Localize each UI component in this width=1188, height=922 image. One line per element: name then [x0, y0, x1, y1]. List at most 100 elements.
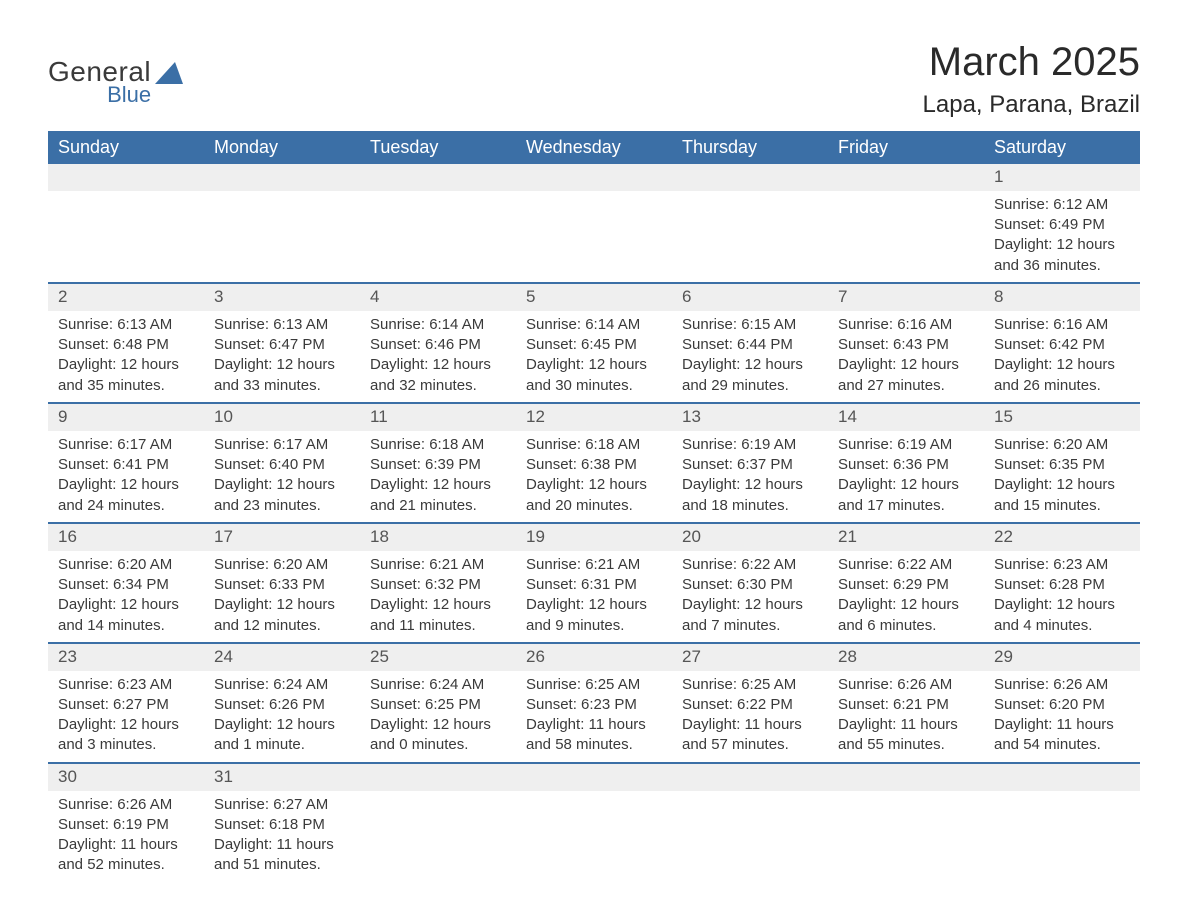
day-d1: Daylight: 12 hours: [58, 475, 194, 495]
day-d2: and 36 minutes.: [994, 256, 1130, 276]
day-number-cell: 13: [672, 403, 828, 431]
day-sunrise: Sunrise: 6:15 AM: [682, 315, 818, 335]
logo: General Blue: [48, 58, 183, 106]
day-details-cell: Sunrise: 6:21 AMSunset: 6:32 PMDaylight:…: [360, 551, 516, 643]
day-details-cell: [672, 791, 828, 882]
day-number-cell: [360, 164, 516, 191]
day-d2: and 51 minutes.: [214, 855, 350, 875]
day-sunset: Sunset: 6:42 PM: [994, 335, 1130, 355]
day-sunrise: Sunrise: 6:22 AM: [838, 555, 974, 575]
day-details-row: Sunrise: 6:13 AMSunset: 6:48 PMDaylight:…: [48, 311, 1140, 403]
day-sunset: Sunset: 6:23 PM: [526, 695, 662, 715]
day-sunrise: Sunrise: 6:24 AM: [214, 675, 350, 695]
day-sunset: Sunset: 6:36 PM: [838, 455, 974, 475]
day-sunset: Sunset: 6:48 PM: [58, 335, 194, 355]
day-number-cell: 4: [360, 283, 516, 311]
day-details-cell: Sunrise: 6:17 AMSunset: 6:40 PMDaylight:…: [204, 431, 360, 523]
day-d2: and 24 minutes.: [58, 496, 194, 516]
day-d2: and 4 minutes.: [994, 616, 1130, 636]
day-details-cell: [360, 191, 516, 283]
day-number-cell: [828, 763, 984, 791]
day-d1: Daylight: 12 hours: [682, 355, 818, 375]
logo-sail-icon: [155, 62, 183, 84]
day-details-row: Sunrise: 6:26 AMSunset: 6:19 PMDaylight:…: [48, 791, 1140, 882]
day-number-cell: 18: [360, 523, 516, 551]
day-sunset: Sunset: 6:34 PM: [58, 575, 194, 595]
day-number-cell: [828, 164, 984, 191]
day-details-cell: Sunrise: 6:17 AMSunset: 6:41 PMDaylight:…: [48, 431, 204, 523]
day-sunrise: Sunrise: 6:21 AM: [526, 555, 662, 575]
day-d1: Daylight: 12 hours: [838, 595, 974, 615]
day-number-cell: 23: [48, 643, 204, 671]
day-d1: Daylight: 12 hours: [838, 475, 974, 495]
day-details-cell: [828, 191, 984, 283]
day-number-cell: 29: [984, 643, 1140, 671]
day-d1: Daylight: 12 hours: [370, 715, 506, 735]
day-details-cell: [516, 791, 672, 882]
day-d1: Daylight: 12 hours: [994, 355, 1130, 375]
day-number-cell: 28: [828, 643, 984, 671]
day-details-cell: [204, 191, 360, 283]
day-sunrise: Sunrise: 6:25 AM: [682, 675, 818, 695]
weekday-header: Thursday: [672, 131, 828, 164]
day-number-cell: [984, 763, 1140, 791]
day-d1: Daylight: 12 hours: [58, 355, 194, 375]
day-details-row: Sunrise: 6:23 AMSunset: 6:27 PMDaylight:…: [48, 671, 1140, 763]
weekday-header-row: Sunday Monday Tuesday Wednesday Thursday…: [48, 131, 1140, 164]
day-number-row: 16171819202122: [48, 523, 1140, 551]
weekday-header: Monday: [204, 131, 360, 164]
day-number-cell: 6: [672, 283, 828, 311]
day-number-row: 2345678: [48, 283, 1140, 311]
weekday-header: Saturday: [984, 131, 1140, 164]
day-sunset: Sunset: 6:32 PM: [370, 575, 506, 595]
day-d1: Daylight: 11 hours: [682, 715, 818, 735]
day-sunrise: Sunrise: 6:26 AM: [838, 675, 974, 695]
day-sunrise: Sunrise: 6:14 AM: [370, 315, 506, 335]
day-d2: and 26 minutes.: [994, 376, 1130, 396]
weekday-header: Wednesday: [516, 131, 672, 164]
day-d1: Daylight: 12 hours: [214, 715, 350, 735]
day-sunset: Sunset: 6:28 PM: [994, 575, 1130, 595]
day-sunrise: Sunrise: 6:17 AM: [58, 435, 194, 455]
day-details-row: Sunrise: 6:17 AMSunset: 6:41 PMDaylight:…: [48, 431, 1140, 523]
day-d2: and 12 minutes.: [214, 616, 350, 636]
day-number-cell: 3: [204, 283, 360, 311]
day-sunrise: Sunrise: 6:19 AM: [838, 435, 974, 455]
day-d1: Daylight: 12 hours: [370, 355, 506, 375]
day-number-row: 9101112131415: [48, 403, 1140, 431]
day-d1: Daylight: 12 hours: [526, 595, 662, 615]
day-number-cell: 20: [672, 523, 828, 551]
day-number-cell: 27: [672, 643, 828, 671]
day-d2: and 27 minutes.: [838, 376, 974, 396]
day-number-cell: 22: [984, 523, 1140, 551]
day-details-cell: Sunrise: 6:24 AMSunset: 6:26 PMDaylight:…: [204, 671, 360, 763]
day-number-cell: 2: [48, 283, 204, 311]
day-details-cell: Sunrise: 6:14 AMSunset: 6:45 PMDaylight:…: [516, 311, 672, 403]
day-details-cell: Sunrise: 6:19 AMSunset: 6:36 PMDaylight:…: [828, 431, 984, 523]
day-sunset: Sunset: 6:39 PM: [370, 455, 506, 475]
day-details-cell: Sunrise: 6:20 AMSunset: 6:33 PMDaylight:…: [204, 551, 360, 643]
day-sunset: Sunset: 6:18 PM: [214, 815, 350, 835]
day-sunrise: Sunrise: 6:17 AM: [214, 435, 350, 455]
month-title: March 2025: [923, 40, 1140, 85]
day-details-cell: Sunrise: 6:12 AMSunset: 6:49 PMDaylight:…: [984, 191, 1140, 283]
day-sunrise: Sunrise: 6:25 AM: [526, 675, 662, 695]
day-sunset: Sunset: 6:45 PM: [526, 335, 662, 355]
day-sunset: Sunset: 6:33 PM: [214, 575, 350, 595]
day-number-cell: 16: [48, 523, 204, 551]
day-sunset: Sunset: 6:26 PM: [214, 695, 350, 715]
day-details-cell: Sunrise: 6:14 AMSunset: 6:46 PMDaylight:…: [360, 311, 516, 403]
day-d2: and 33 minutes.: [214, 376, 350, 396]
day-sunset: Sunset: 6:43 PM: [838, 335, 974, 355]
day-sunset: Sunset: 6:46 PM: [370, 335, 506, 355]
day-sunset: Sunset: 6:31 PM: [526, 575, 662, 595]
day-details-cell: Sunrise: 6:18 AMSunset: 6:38 PMDaylight:…: [516, 431, 672, 523]
day-d2: and 3 minutes.: [58, 735, 194, 755]
day-sunrise: Sunrise: 6:18 AM: [370, 435, 506, 455]
day-sunset: Sunset: 6:41 PM: [58, 455, 194, 475]
day-sunset: Sunset: 6:30 PM: [682, 575, 818, 595]
day-number-cell: 10: [204, 403, 360, 431]
day-sunrise: Sunrise: 6:21 AM: [370, 555, 506, 575]
day-d1: Daylight: 12 hours: [994, 475, 1130, 495]
day-d2: and 57 minutes.: [682, 735, 818, 755]
